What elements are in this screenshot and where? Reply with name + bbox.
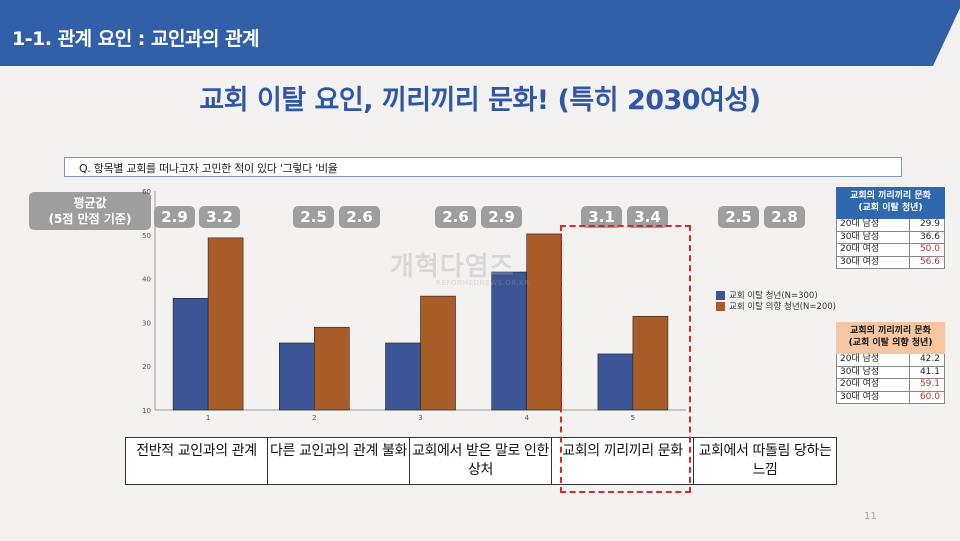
table-exit-header: 교회의 끼리끼리 문화 (교회 이탈 청년) [836,187,945,219]
x-tick-label: 3 [418,414,422,422]
legend-label-exit: 교회 이탈 청년(N=300) [729,291,818,301]
row-label: 20대 여성 [837,379,910,391]
bar-exit-5 [597,353,634,411]
bar-intent-3 [420,295,456,411]
x-tick-label: 2 [312,414,316,422]
y-tick-label: 50 [142,232,151,240]
row-label: 30대 남성 [837,366,910,378]
average-value-4a: 3.1 [581,206,622,228]
legend-label-intent: 교회 이탈 의향 청년(N=200) [729,302,837,312]
legend-item-intent: 교회 이탈 의향 청년(N=200) [716,300,836,312]
table-exit-youth: 교회의 끼리끼리 문화 (교회 이탈 청년) 20대 남성 29.9 30대 남성… [836,187,945,269]
watermark-sub: REFORMEDNEWS.OR.KR [436,279,530,287]
bar-intent-4 [526,233,563,411]
average-value-1b: 3.2 [199,206,240,228]
table-exit-title-2: (교회 이탈 청년) [858,203,923,213]
bar-exit-1 [172,298,209,411]
table-intent-header: 교회의 끼리끼리 문화 (교회 이탈 의향 청년) [836,322,945,354]
table-row: 20대 남성 42.2 [836,354,945,367]
row-value: 59.1 [919,379,940,389]
average-value-2b: 2.6 [339,206,380,228]
category-row: 전반적 교인과의 관계 다른 교인과의 관계 불화 교회에서 받은 말로 인한 … [125,437,837,485]
average-value-5a: 2.5 [718,206,759,228]
category-cell-3: 교회에서 받은 말로 인한 상처 [410,438,552,484]
average-badge-line1: 평균값 [73,196,107,210]
row-value: 56.6 [919,256,940,267]
row-label: 20대 여성 [837,244,910,256]
table-exit-title-1: 교회의 끼리끼리 문화 [850,191,931,201]
x-tick-label: 1 [206,414,210,422]
average-badge-line2: (5점 만점 기준) [48,212,132,226]
table-intent-title-2: (교회 이탈 의향 청년) [848,338,933,348]
row-value: 41.1 [919,366,940,377]
table-row: 20대 여성 50.0 [836,244,945,257]
average-value-4b: 3.4 [627,206,668,228]
question-box: Q. 항목별 교회를 떠나고자 고민한 적이 있다 '그렇다 '비율 [64,157,902,177]
average-value-3b: 2.9 [481,206,522,228]
x-tick-label: 5 [631,414,635,422]
row-label: 30대 남성 [837,231,910,243]
x-tick-label: 4 [524,414,529,422]
question-text: Q. 항목별 교회를 떠나고자 고민한 적이 있다 '그렇다 '비율 [79,162,338,175]
row-value: 60.0 [919,391,940,402]
average-value-3a: 2.6 [435,206,476,228]
category-cell-4: 교회의 끼리끼리 문화 [552,438,694,484]
table-intent-youth: 교회의 끼리끼리 문화 (교회 이탈 의향 청년) 20대 남성 42.2 30대… [836,322,945,404]
row-value: 42.2 [919,354,940,364]
bar-intent-2 [313,326,350,411]
bar-exit-4 [491,271,528,411]
row-label: 30대 여성 [837,256,910,268]
legend-item-exit: 교회 이탈 청년(N=300) [716,289,818,301]
average-value-2a: 2.5 [293,206,334,228]
average-badge: 평균값 (5점 만점 기준) [29,192,151,230]
average-value-1a: 2.9 [154,206,195,228]
bar-intent-1 [207,237,244,411]
y-tick-label: 10 [142,407,151,415]
header-bar: 1-1. 관계 요인 : 교인과의 관계 [0,0,960,66]
table-row: 30대 여성 60.0 [836,391,945,404]
table-row: 20대 여성 59.1 [836,379,945,392]
category-cell-2: 다른 교인과의 관계 불화 [268,438,410,484]
bar-exit-2 [278,342,315,411]
row-value: 29.9 [919,219,940,229]
watermark: 개혁다염즈 REFORMEDNEWS.OR.KR [390,246,530,287]
table-row: 20대 남성 29.9 [836,219,945,232]
row-label: 20대 남성 [837,354,910,366]
bar-exit-3 [385,342,421,411]
header-title: 1-1. 관계 요인 : 교인과의 관계 [12,28,260,50]
y-tick-label: 40 [142,276,151,284]
legend-swatch-intent [716,302,725,311]
row-value: 50.0 [919,244,940,254]
y-tick-label: 20 [142,363,151,371]
table-row: 30대 남성 41.1 [836,366,945,379]
highlight-box [560,225,691,493]
average-value-5b: 2.8 [764,206,805,228]
category-cell-1: 전반적 교인과의 관계 [126,438,268,484]
row-label: 30대 여성 [837,391,910,403]
table-row: 30대 여성 56.6 [836,256,945,269]
y-tick-label: 60 [142,188,151,196]
table-row: 30대 남성 36.6 [836,231,945,244]
page-number: 11 [864,511,877,522]
bar-intent-5 [632,315,669,411]
y-tick-label: 30 [142,319,151,327]
watermark-main: 개혁다염즈 [390,252,515,282]
main-title: 교회 이탈 요인, 끼리끼리 문화! (특히 2030여성) [199,85,761,116]
category-cell-5: 교회에서 따돌림 당하는 느낌 [698,443,832,478]
row-label: 20대 남성 [837,219,910,231]
table-intent-title-1: 교회의 끼리끼리 문화 [850,326,931,336]
legend-swatch-exit [716,291,725,300]
row-value: 36.6 [919,231,940,242]
header-shape [0,0,960,66]
